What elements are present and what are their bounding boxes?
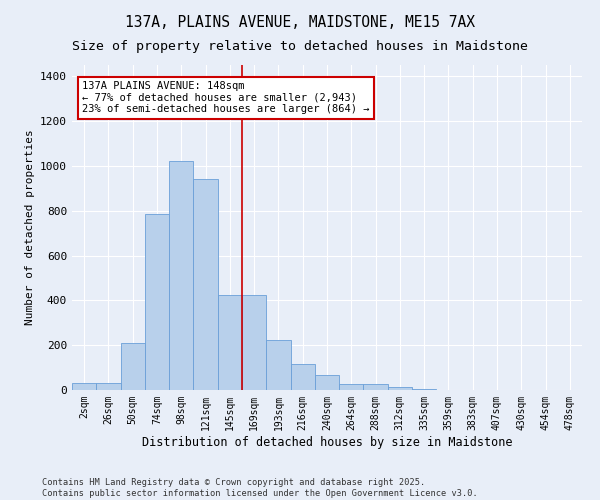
Bar [96, 384, 121, 390]
Bar [193, 180, 218, 390]
Text: Size of property relative to detached houses in Maidstone: Size of property relative to detached ho… [72, 40, 528, 53]
Bar [145, 214, 169, 390]
Bar [290, 364, 315, 390]
Text: 137A, PLAINS AVENUE, MAIDSTONE, ME15 7AX: 137A, PLAINS AVENUE, MAIDSTONE, ME15 7AX [125, 15, 475, 30]
X-axis label: Distribution of detached houses by size in Maidstone: Distribution of detached houses by size … [142, 436, 512, 448]
Y-axis label: Number of detached properties: Number of detached properties [25, 130, 35, 326]
Bar [169, 162, 193, 390]
Bar [388, 386, 412, 390]
Bar [364, 384, 388, 390]
Text: 137A PLAINS AVENUE: 148sqm
← 77% of detached houses are smaller (2,943)
23% of s: 137A PLAINS AVENUE: 148sqm ← 77% of deta… [82, 81, 370, 114]
Bar [266, 340, 290, 390]
Text: Contains HM Land Registry data © Crown copyright and database right 2025.
Contai: Contains HM Land Registry data © Crown c… [42, 478, 478, 498]
Bar [218, 294, 242, 390]
Bar [121, 343, 145, 390]
Bar [72, 384, 96, 390]
Bar [339, 384, 364, 390]
Bar [242, 294, 266, 390]
Bar [412, 389, 436, 390]
Bar [315, 376, 339, 390]
